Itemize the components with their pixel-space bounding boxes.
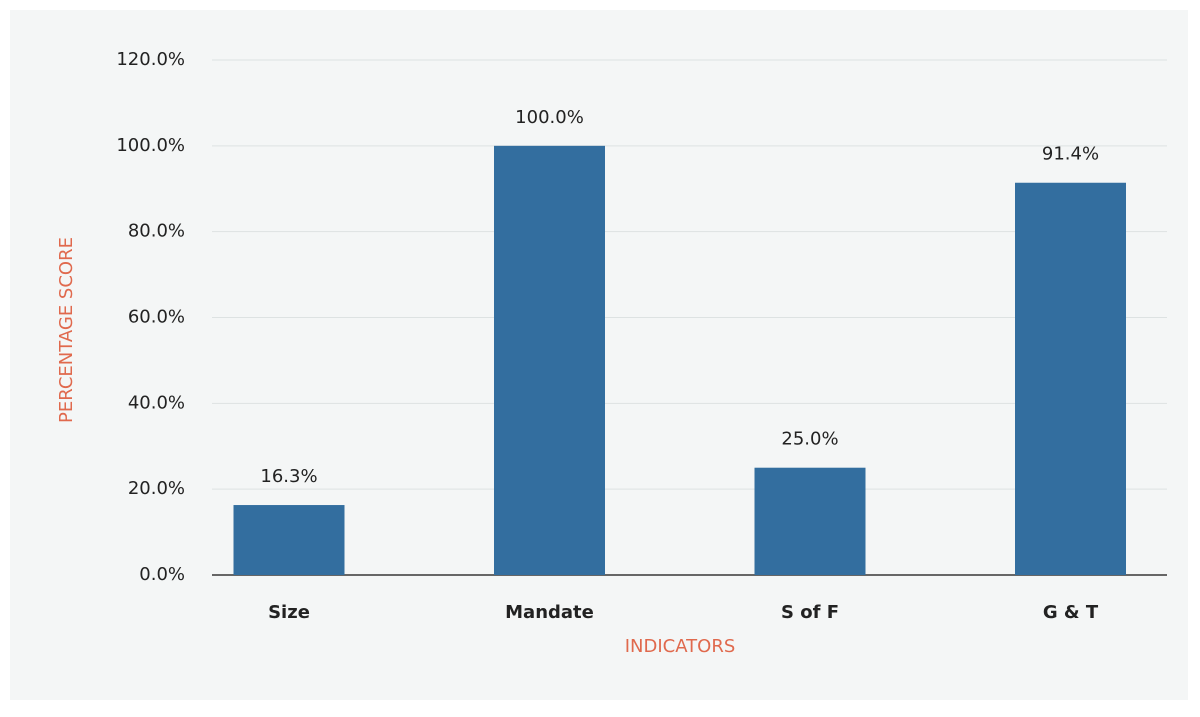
x-tick-label: Mandate <box>505 602 594 623</box>
data-label: 16.3% <box>260 466 317 487</box>
y-tick-label: 100.0% <box>116 135 185 156</box>
data-label: 25.0% <box>781 429 838 450</box>
y-tick-label: 20.0% <box>128 478 185 499</box>
bar <box>233 505 345 575</box>
x-axis-title: INDICATORS <box>625 636 736 657</box>
bar <box>1015 182 1126 575</box>
data-label: 91.4% <box>1042 144 1099 165</box>
x-tick-label: Size <box>268 602 310 623</box>
x-tick-label: S of F <box>781 602 839 623</box>
bar <box>494 145 605 576</box>
y-tick-label: 80.0% <box>128 221 185 242</box>
y-tick-label: 40.0% <box>128 392 185 413</box>
y-axis-title: PERCENTAGE SCORE <box>56 237 77 423</box>
data-label: 100.0% <box>515 107 584 128</box>
x-tick-label: G & T <box>1043 602 1099 623</box>
y-tick-label: 60.0% <box>128 307 185 328</box>
y-tick-label: 0.0% <box>139 564 185 585</box>
y-tick-label: 120.0% <box>116 49 185 70</box>
bar <box>754 467 866 575</box>
